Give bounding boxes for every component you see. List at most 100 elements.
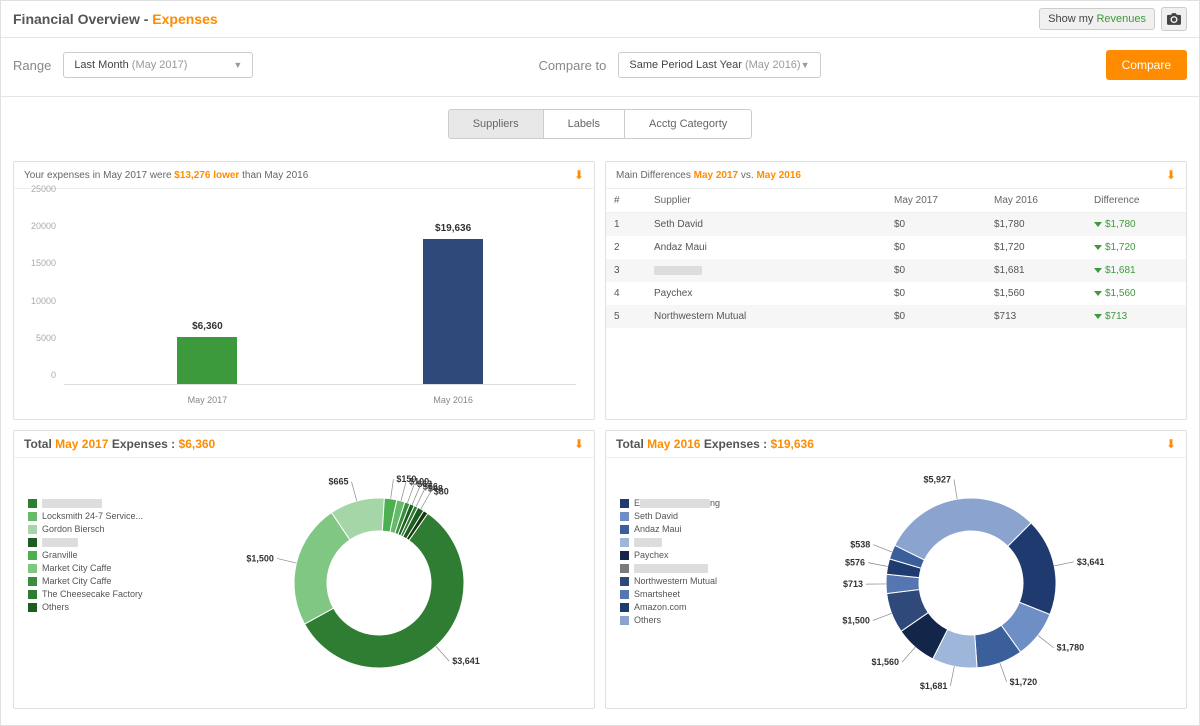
donut-chart: $3,641$1,780$1,720$1,681$1,560$1,500$713… — [771, 468, 1171, 698]
y-tick: 20000 — [31, 221, 56, 231]
slice-label: $80 — [434, 487, 449, 497]
compare-sub: (May 2016) — [745, 59, 801, 71]
bar[interactable]: $6,360 — [177, 337, 237, 384]
legend-swatch — [620, 577, 629, 586]
down-triangle-icon — [1094, 222, 1102, 227]
download-icon[interactable]: ⬇ — [574, 168, 584, 182]
legend-swatch — [28, 525, 37, 534]
legend-label: Market City Caffe — [42, 563, 111, 573]
slice-label: $3,641 — [452, 656, 480, 666]
cell-diff: $1,720 — [1086, 236, 1186, 259]
table-row[interactable]: 3$0$1,681$1,681 — [606, 259, 1186, 282]
legend-label: Northwestern Mutual — [634, 576, 717, 586]
tab-acctg[interactable]: Acctg Categorty — [625, 109, 752, 139]
legend-label: Eng — [634, 498, 720, 508]
legend-label: Granville — [42, 550, 78, 560]
cell-supplier: Northwestern Mutual — [646, 305, 886, 328]
legend-item[interactable]: Eng — [620, 498, 762, 508]
compare-button[interactable]: Compare — [1106, 50, 1187, 80]
title-accent: Expenses — [152, 11, 217, 27]
col-num: # — [606, 189, 646, 213]
show-revenues-button[interactable]: Show my Revenues — [1039, 8, 1155, 30]
cell-num: 1 — [606, 213, 646, 237]
legend-swatch — [620, 512, 629, 521]
download-icon[interactable]: ⬇ — [1166, 168, 1176, 182]
table-row[interactable]: 5Northwestern Mutual$0$713$713 — [606, 305, 1186, 328]
tab-suppliers[interactable]: Suppliers — [448, 109, 544, 139]
legend-item[interactable] — [28, 498, 170, 508]
compare-select[interactable]: Same Period Last Year (May 2016) ▼ — [618, 52, 820, 78]
y-tick: 0 — [51, 370, 56, 380]
legend-item[interactable] — [620, 563, 762, 573]
table-row[interactable]: 4Paychex$0$1,560$1,560 — [606, 282, 1186, 305]
cell-num: 2 — [606, 236, 646, 259]
legend-item[interactable]: Market City Caffe — [28, 576, 170, 586]
donut-2016: $3,641$1,780$1,720$1,681$1,560$1,500$713… — [766, 468, 1176, 698]
legend-item[interactable]: Northwestern Mutual — [620, 576, 762, 586]
cell-num: 5 — [606, 305, 646, 328]
cell-p2: $1,780 — [986, 213, 1086, 237]
diff-head: Main Differences May 2017 vs. May 2016 — [616, 170, 801, 181]
bar-chart: 0500010000150002000025000 $6,360$19,636 … — [24, 199, 584, 409]
bar-value-label: $6,360 — [192, 321, 223, 332]
y-tick: 25000 — [31, 184, 56, 194]
legend-item[interactable]: Granville — [28, 550, 170, 560]
cell-p1: $0 — [886, 305, 986, 328]
cell-num: 3 — [606, 259, 646, 282]
legend-label — [634, 537, 662, 547]
y-tick: 15000 — [31, 258, 56, 268]
bar-card-caption: Your expenses in May 2017 were $13,276 l… — [24, 170, 308, 181]
bar[interactable]: $19,636 — [423, 239, 483, 384]
legend-label: Others — [42, 602, 69, 612]
legend-item[interactable] — [28, 537, 170, 547]
cell-p2: $713 — [986, 305, 1086, 328]
legend-label: Market City Caffe — [42, 576, 111, 586]
legend-item[interactable]: Others — [620, 615, 762, 625]
download-icon[interactable]: ⬇ — [574, 437, 584, 451]
donut-2017-card: Total May 2017 Expenses : $6,360 ⬇ Locks… — [13, 430, 595, 709]
x-label: May 2016 — [433, 395, 473, 405]
legend-item[interactable]: Smartsheet — [620, 589, 762, 599]
legend-label: The Cheesecake Factory — [42, 589, 143, 599]
legend-swatch — [28, 538, 37, 547]
chevron-down-icon: ▼ — [233, 60, 242, 70]
show-my-label: Show my — [1048, 13, 1096, 25]
col-p1: May 2017 — [886, 189, 986, 213]
legend-item[interactable]: Locksmith 24-7 Service... — [28, 511, 170, 521]
slice-label: $5,927 — [923, 474, 951, 484]
y-tick: 5000 — [36, 333, 56, 343]
cell-num: 4 — [606, 282, 646, 305]
legend-item[interactable]: The Cheesecake Factory — [28, 589, 170, 599]
camera-button[interactable] — [1161, 7, 1187, 31]
legend-item[interactable]: Others — [28, 602, 170, 612]
donut-slice[interactable] — [294, 513, 350, 625]
cell-p1: $0 — [886, 213, 986, 237]
donut-slice[interactable] — [895, 498, 1031, 560]
legend-item[interactable]: Andaz Maui — [620, 524, 762, 534]
donut-2016-title: Total May 2016 Expenses : $19,636 — [616, 437, 814, 451]
slice-label: $576 — [845, 558, 865, 568]
legend-item[interactable]: Amazon.com — [620, 602, 762, 612]
slice-label: $1,500 — [246, 553, 274, 563]
slice-label: $538 — [850, 540, 870, 550]
table-row[interactable]: 1Seth David$0$1,780$1,780 — [606, 213, 1186, 237]
tab-labels[interactable]: Labels — [544, 109, 625, 139]
legend-swatch — [28, 577, 37, 586]
legend-label: Smartsheet — [634, 589, 680, 599]
legend-item[interactable]: Market City Caffe — [28, 563, 170, 573]
legend-item[interactable]: Seth David — [620, 511, 762, 521]
legend-item[interactable]: Paychex — [620, 550, 762, 560]
legend-swatch — [28, 590, 37, 599]
range-select[interactable]: Last Month (May 2017) ▼ — [63, 52, 253, 78]
cell-diff: $713 — [1086, 305, 1186, 328]
legend-item[interactable] — [620, 537, 762, 547]
legend-item[interactable]: Gordon Biersch — [28, 524, 170, 534]
download-icon[interactable]: ⬇ — [1166, 437, 1176, 451]
legend-swatch — [620, 525, 629, 534]
legend-swatch — [28, 512, 37, 521]
legend-swatch — [620, 499, 629, 508]
bar-chart-card: Your expenses in May 2017 were $13,276 l… — [13, 161, 595, 420]
legend-label: Gordon Biersch — [42, 524, 105, 534]
cell-supplier: Paychex — [646, 282, 886, 305]
table-row[interactable]: 2Andaz Maui$0$1,720$1,720 — [606, 236, 1186, 259]
